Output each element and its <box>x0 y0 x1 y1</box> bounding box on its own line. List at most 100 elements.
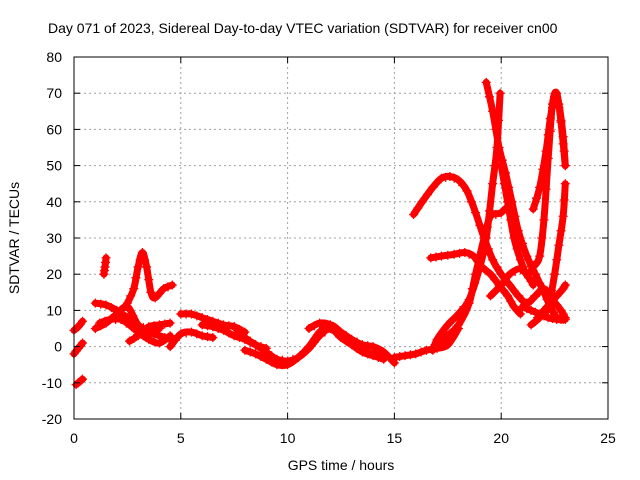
data-point-plus <box>499 179 509 189</box>
data-point-plus <box>437 336 447 346</box>
data-point-plus <box>486 211 496 221</box>
data-point-plus <box>144 322 154 332</box>
series-arc-20 <box>426 247 525 319</box>
data-point-plus <box>309 334 319 344</box>
axis-ticks <box>73 56 609 420</box>
data-point-plus <box>78 338 88 348</box>
data-point-plus <box>325 320 335 330</box>
data-point-plus <box>142 262 152 272</box>
y-tick-label: 70 <box>46 85 62 101</box>
series-arc-26 <box>528 92 570 214</box>
data-point-plus <box>558 211 568 221</box>
data-point-plus <box>453 175 463 185</box>
data-point-plus <box>531 257 541 267</box>
data-point-plus <box>121 318 131 328</box>
data-point-plus <box>538 164 548 174</box>
data-point-plus <box>510 266 520 276</box>
data-point-plus <box>554 99 564 109</box>
data-point-plus <box>556 226 566 236</box>
data-point-plus <box>495 88 505 98</box>
data-point-plus <box>458 181 468 191</box>
data-point-plus <box>520 268 530 278</box>
data-point-plus <box>76 375 86 385</box>
data-point-plus <box>509 285 519 295</box>
data-point-plus <box>488 255 498 265</box>
data-point-plus <box>112 309 122 319</box>
data-point-plus <box>137 247 147 257</box>
data-point-plus <box>395 352 405 362</box>
data-point-plus <box>389 352 399 362</box>
data-point-plus <box>423 190 433 200</box>
y-tick-label: -20 <box>42 411 62 427</box>
data-point-plus <box>149 336 159 346</box>
data-point-plus <box>432 178 442 188</box>
data-point-plus <box>560 314 570 324</box>
data-point-plus <box>106 314 116 324</box>
data-point-plus <box>251 349 261 359</box>
data-point-plus <box>154 288 164 298</box>
data-point-plus <box>133 331 143 341</box>
data-point-plus <box>436 251 446 261</box>
series-arc-10 <box>165 327 218 352</box>
data-point-plus <box>479 233 489 243</box>
data-point-plus <box>256 352 266 362</box>
data-point-plus <box>464 249 474 259</box>
data-point-plus <box>96 321 106 331</box>
data-point-plus <box>484 92 494 102</box>
data-point-plus <box>491 285 501 295</box>
data-point-plus <box>443 331 453 341</box>
x-tick-label: 20 <box>493 430 509 446</box>
data-point-plus <box>546 285 556 295</box>
series-arc-27 <box>533 280 570 323</box>
data-point-plus <box>261 354 271 364</box>
data-point-plus <box>363 347 373 357</box>
y-tick-label: -10 <box>42 375 62 391</box>
data-point-plus <box>203 321 212 331</box>
data-point-plus <box>181 328 191 338</box>
data-point-plus <box>75 376 85 386</box>
data-point-plus <box>459 309 469 319</box>
data-point-plus <box>515 309 525 319</box>
data-point-plus <box>486 291 496 301</box>
data-point-plus <box>411 349 421 359</box>
data-point-plus <box>443 340 453 350</box>
data-point-plus <box>535 182 545 192</box>
data-point-plus <box>405 350 415 360</box>
data-point-plus <box>492 262 502 272</box>
data-point-plus <box>315 327 325 337</box>
data-point-plus <box>160 319 170 329</box>
data-point-plus <box>535 251 545 261</box>
data-point-plus <box>496 269 506 279</box>
data-point-plus <box>197 320 207 330</box>
data-point-plus <box>556 115 566 125</box>
data-point-plus <box>505 280 515 290</box>
data-point-plus <box>106 303 116 313</box>
data-point-plus <box>481 77 491 87</box>
data-point-plus <box>240 345 250 355</box>
data-point-plus <box>506 215 516 225</box>
data-point-plus <box>443 320 453 330</box>
data-point-plus <box>240 333 250 343</box>
data-point-plus <box>500 275 510 285</box>
data-point-plus <box>160 334 170 344</box>
data-point-plus <box>90 324 100 333</box>
data-point-plus <box>437 327 447 337</box>
data-point-plus <box>560 161 570 171</box>
data-point-plus <box>528 280 538 290</box>
data-point-plus <box>101 300 111 310</box>
data-point-plus <box>552 255 562 265</box>
x-tick-label: 15 <box>387 430 403 446</box>
data-point-plus <box>78 316 88 326</box>
data-point-plus <box>133 262 143 272</box>
data-point-plus <box>71 324 81 333</box>
data-point-plus <box>490 275 500 285</box>
series-arc-23 <box>486 264 538 301</box>
series-arc-15 <box>304 318 389 359</box>
y-tick-label: 80 <box>46 49 62 65</box>
data-point-plus <box>122 298 132 308</box>
y-tick-label: 50 <box>46 158 62 174</box>
y-tick-label: 20 <box>46 266 62 282</box>
data-point-plus <box>320 319 330 329</box>
data-point-plus <box>448 314 458 324</box>
